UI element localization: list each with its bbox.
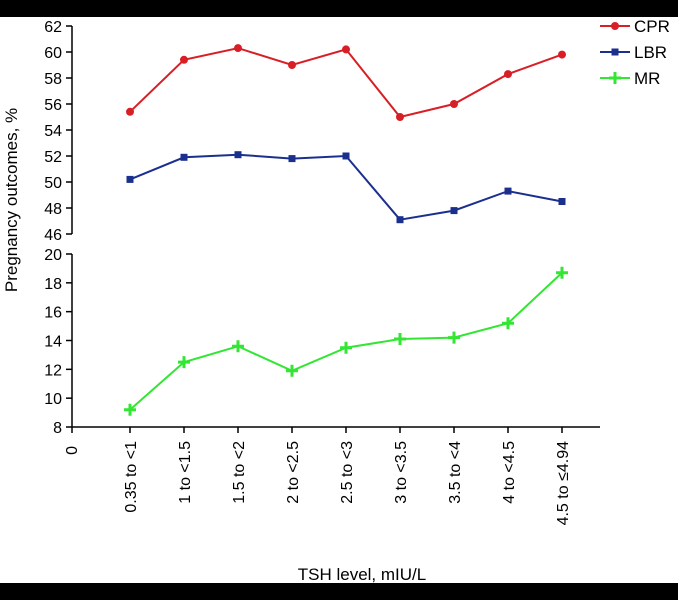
y-tick-label: 46 (44, 227, 62, 244)
data-point-lbr (504, 187, 512, 195)
y-tick-label: 12 (44, 362, 62, 379)
legend-label: LBR (634, 43, 667, 62)
y-tick-label: 48 (44, 201, 62, 218)
data-point-cpr (234, 44, 242, 53)
y-tick-label: 62 (44, 19, 62, 36)
series-lbr (126, 151, 566, 224)
legend-label: MR (634, 69, 660, 88)
series-mr (124, 266, 568, 416)
series-line-cpr (129, 47, 563, 119)
data-point-mr (448, 331, 460, 344)
series-cpr (126, 44, 566, 121)
legend-label: CPR (634, 17, 670, 36)
x-tick-label: 3 to <3.5 (393, 441, 410, 504)
data-point-lbr (288, 155, 296, 163)
x-tick-label: 4 to <4.5 (501, 441, 518, 504)
data-point-lbr (450, 207, 458, 215)
data-point-cpr (504, 70, 512, 79)
data-point-mr (556, 266, 568, 279)
y-tick-label: 10 (44, 391, 62, 408)
y-axis-title: Pregnancy outcomes, % (2, 108, 21, 292)
y-tick-label: 8 (53, 420, 62, 437)
data-point-mr (232, 340, 244, 353)
y-tick-label: 18 (44, 276, 62, 293)
y-tick-label: 52 (44, 149, 62, 166)
y-tick-label: 58 (44, 71, 62, 88)
data-point-mr (286, 364, 298, 377)
x-tick-label: 3.5 to <4 (447, 441, 464, 504)
x-tick-label: 1 to <1.5 (177, 441, 194, 504)
y-tick-label: 60 (44, 45, 62, 62)
data-point-lbr (396, 216, 404, 224)
axes: 46 48 50 52 54 56 58 60 62 8 10 12 14 16 18 20 0 0.35 to … (44, 19, 600, 525)
y-tick-label: 50 (44, 175, 62, 192)
data-point-mr (394, 333, 406, 346)
x-origin-label: 0 (64, 446, 81, 455)
y-tick-label: 54 (44, 123, 62, 140)
legend-item-cpr: CPR (600, 17, 670, 36)
legend-marker (611, 22, 619, 30)
x-axis-title: TSH level, mIU/L (298, 565, 426, 583)
x-tick-label: 4.5 to ≤4.94 (555, 441, 572, 526)
data-point-cpr (342, 45, 350, 54)
series-layer (124, 44, 568, 416)
data-point-lbr (558, 198, 566, 205)
series-line-mr (129, 272, 563, 411)
y-tick-label: 14 (44, 334, 62, 351)
data-point-lbr (126, 175, 134, 183)
x-tick-label: 0.35 to <1 (123, 441, 140, 513)
data-point-cpr (558, 50, 566, 59)
data-point-cpr (450, 100, 458, 108)
data-point-mr (502, 317, 514, 330)
line-chart: 46 48 50 52 54 56 58 60 62 8 10 12 14 16 18 20 0 0.35 to … (2, 17, 670, 583)
legend-item-lbr: LBR (600, 43, 667, 62)
series-line-lbr (129, 153, 563, 221)
data-point-cpr (396, 113, 404, 121)
y-tick-label: 20 (44, 247, 62, 264)
data-point-mr (340, 341, 352, 354)
chart-frame: 46 48 50 52 54 56 58 60 62 8 10 12 14 16 18 20 0 0.35 to … (0, 17, 678, 583)
x-tick-label: 2 to <2.5 (285, 441, 302, 504)
y-tick-label: 16 (44, 305, 62, 322)
data-point-cpr (126, 107, 134, 116)
data-point-mr (178, 356, 190, 369)
legend-marker (609, 72, 621, 84)
data-point-lbr (342, 152, 350, 160)
legend-marker (611, 48, 619, 56)
legend-item-mr: MR (600, 69, 660, 88)
y-tick-label: 56 (44, 97, 62, 114)
data-point-cpr (180, 55, 188, 64)
data-point-cpr (288, 61, 296, 69)
x-tick-label: 2.5 to <3 (339, 441, 356, 504)
legend: CPR LBR MR (600, 17, 670, 88)
data-point-lbr (234, 151, 242, 159)
x-tick-label: 1.5 to <2 (231, 441, 248, 504)
data-point-lbr (180, 153, 188, 161)
data-point-mr (124, 403, 136, 416)
